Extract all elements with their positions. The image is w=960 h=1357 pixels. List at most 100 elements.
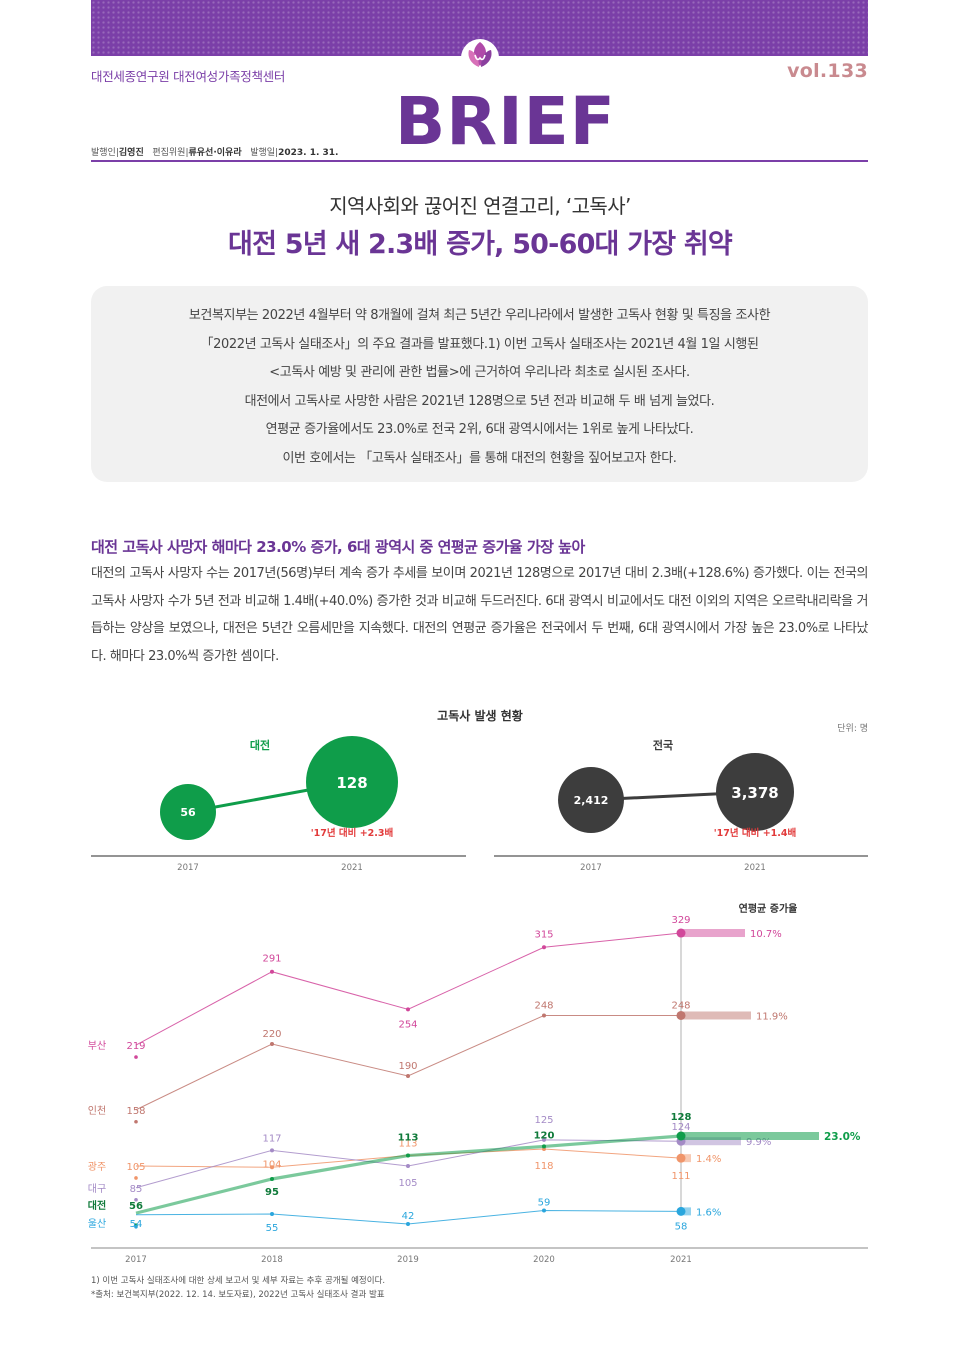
bubble-chart-title: 고독사 발생 현황 (437, 708, 523, 723)
data-point (676, 1131, 686, 1141)
brief-logo: BRIEF (395, 83, 616, 160)
data-label: 117 (262, 1133, 281, 1144)
data-point (270, 1212, 274, 1216)
growth-bar (681, 1207, 691, 1216)
bubble-x-tick: 2021 (341, 863, 363, 873)
data-point (542, 1013, 546, 1018)
data-label: 315 (534, 929, 553, 940)
publish-date: 2023. 1. 31. (278, 148, 339, 158)
bubble-label: 3,378 (731, 784, 778, 802)
data-label: 85 (130, 1184, 143, 1195)
data-label: 55 (266, 1223, 279, 1234)
growth-label: 23.0% (824, 1131, 861, 1143)
bubble (558, 767, 624, 833)
page-title: 대전 5년 새 2.3배 증가, 50-60대 가장 취약 (228, 229, 733, 260)
editor-label: 편집위원 (152, 148, 186, 158)
data-label: 220 (262, 1029, 281, 1040)
data-label: 118 (534, 1161, 553, 1172)
summary-line: 연평균 증가율에서도 23.0%로 전국 2위, 6대 광역시에서는 1위로 높… (265, 422, 694, 437)
growth-bar (681, 1011, 751, 1020)
series-name: 대구 (88, 1183, 106, 1195)
series-name: 광주 (88, 1161, 106, 1173)
data-label: 190 (398, 1061, 417, 1072)
data-label: 111 (671, 1171, 690, 1182)
data-label: 158 (126, 1106, 145, 1117)
line-x-tick: 2019 (397, 1255, 419, 1265)
growth-bar (681, 1137, 741, 1146)
growth-label: 11.9% (756, 1011, 788, 1022)
bubble (306, 736, 398, 828)
data-point (542, 1137, 546, 1142)
footnote-line: 1) 이번 고독사 실태조사에 대한 상세 보고서 및 세부 자료는 추후 공개… (91, 1276, 386, 1286)
data-point (270, 1042, 274, 1046)
header-divider (91, 160, 868, 162)
data-label: 95 (265, 1187, 279, 1198)
data-label: 254 (398, 1019, 417, 1030)
growth-label: 1.6% (696, 1207, 721, 1218)
bubble-x-tick: 2017 (177, 863, 199, 873)
growth-label: 1.4% (696, 1154, 721, 1165)
data-point (134, 1224, 138, 1229)
data-point (676, 1206, 686, 1216)
data-label: 128 (671, 1112, 692, 1123)
bubble (716, 753, 794, 831)
data-point (134, 1119, 138, 1124)
footnotes: 1) 이번 고독사 실태조사에 대한 상세 보고서 및 세부 자료는 추후 공개… (91, 1274, 385, 1302)
line-chart: 연평균 증가율 2017 2018 2019 2020 2021 10.7% 219 부산 29… (88, 902, 868, 1265)
growth-rate-title: 연평균 증가율 (739, 902, 798, 915)
bubble-label: 2,412 (574, 794, 609, 807)
data-point (134, 1055, 138, 1059)
date-label: 발행일 (250, 148, 276, 158)
data-point (270, 1165, 274, 1170)
growth-bar (681, 929, 745, 938)
data-label: 125 (534, 1115, 553, 1126)
growth-bar (681, 1132, 819, 1140)
footnote-line: *출처: 보건복지부(2022. 12. 14. 보도자료), 2022년 고독… (91, 1290, 385, 1300)
summary-line: <고독사 예방 및 관리에 관한 법률>에 근거하여 우리나라 최초로 실시된 … (269, 365, 690, 380)
data-label: 329 (671, 915, 690, 926)
data-label: 59 (538, 1198, 551, 1209)
org-name: 대전세종연구원 대전여성가족정책센터 (91, 69, 286, 84)
summary-line: 이번 호에서는 「고독사 실태조사」를 통해 대전의 현황을 짚어보고자 한다. (282, 450, 677, 466)
data-label: 54 (130, 1219, 143, 1230)
publication-info: 발행인|김영진 편집위원|류유선·이유라 발행일|2023. 1. 31. (91, 148, 339, 158)
growth-bar (681, 1154, 691, 1163)
flower-logo-icon (461, 39, 499, 77)
publisher-label: 발행인 (91, 148, 116, 158)
bubble-x-tick: 2017 (580, 863, 602, 873)
panel-name: 대전 (250, 738, 270, 752)
summary-line: 「2022년 고독사 실태조사」의 주요 결과를 발표했다.1) 이번 고독사 … (200, 336, 759, 352)
data-label: 291 (262, 954, 281, 965)
header-band (91, 0, 868, 56)
data-label: 124 (671, 1122, 690, 1133)
data-point (676, 1010, 686, 1020)
data-label: 58 (675, 1221, 688, 1232)
data-point (134, 1176, 138, 1180)
data-label: 56 (129, 1201, 143, 1212)
bubble-chart-unit: 단위: 명 (837, 723, 868, 734)
data-label: 248 (534, 1000, 553, 1011)
data-point (676, 928, 686, 938)
series-name: 인천 (88, 1105, 106, 1117)
data-point (270, 969, 274, 974)
data-label: 104 (262, 1159, 281, 1170)
summary-box: 보건복지부는 2022년 4월부터 약 8개월에 걸쳐 최근 5년간 우리나라에… (91, 286, 868, 482)
data-point (406, 1007, 410, 1012)
growth-label: 9.9% (746, 1137, 771, 1148)
data-point (270, 1148, 274, 1153)
bubble-label: 56 (180, 806, 196, 819)
data-label: 113 (398, 1139, 417, 1150)
data-label: 248 (671, 1000, 690, 1011)
line-x-tick: 2020 (533, 1255, 555, 1265)
growth-label: 10.7% (750, 929, 782, 940)
panel-name: 전국 (653, 738, 673, 752)
bubble-label: 128 (336, 774, 367, 792)
bubble-note: '17년 대비 +1.4배 (714, 827, 797, 839)
bubble-note: '17년 대비 +2.3배 (311, 827, 394, 839)
data-label: 120 (534, 1130, 555, 1141)
data-point (406, 1163, 410, 1168)
publisher: 김영진 (118, 148, 144, 158)
data-point (134, 1197, 138, 1202)
data-point (406, 1153, 410, 1158)
page-subtitle: 지역사회와 끊어진 연결고리, ‘고독사’ (329, 194, 631, 218)
